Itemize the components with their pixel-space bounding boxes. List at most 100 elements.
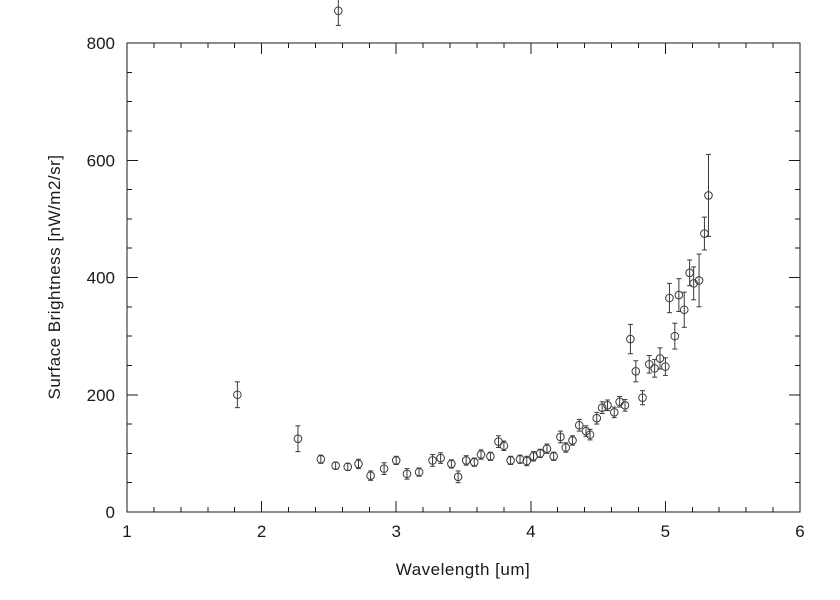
data-point-marker	[469, 457, 479, 467]
error-bar	[368, 470, 374, 481]
data-point-marker	[679, 305, 689, 315]
data-point-marker	[592, 413, 602, 423]
error-bar	[640, 390, 646, 406]
data-point-marker	[233, 390, 242, 400]
error-bar	[530, 451, 536, 462]
data-point-marker	[574, 420, 584, 430]
error-bar	[672, 322, 678, 350]
data-point-marker	[542, 444, 552, 453]
data-point-marker	[549, 452, 558, 461]
data-point-marker	[476, 450, 486, 459]
data-point-marker	[515, 454, 525, 464]
data-point-marker	[414, 467, 424, 477]
data-point-marker	[343, 462, 353, 472]
data-point-marker	[447, 459, 456, 469]
data-point-marker	[494, 437, 503, 446]
error-bar	[681, 291, 687, 328]
x-tick-label: 2	[257, 522, 266, 541]
x-tick-label: 1	[122, 522, 131, 541]
data-point-marker	[366, 471, 375, 480]
data-point-marker	[522, 456, 532, 466]
error-bar	[627, 323, 633, 355]
error-bar	[524, 455, 530, 467]
error-bar	[696, 253, 702, 308]
data-point-marker	[293, 434, 303, 444]
x-tick-label: 4	[526, 522, 535, 541]
data-point-marker	[655, 354, 665, 363]
data-point-marker	[391, 456, 401, 465]
data-point-marker	[428, 456, 437, 465]
data-point-marker	[506, 456, 515, 465]
data-point-marker	[597, 403, 607, 412]
error-bar	[356, 458, 362, 470]
data-point-marker	[620, 401, 630, 410]
data-point-marker	[436, 453, 445, 463]
error-bar	[333, 461, 339, 470]
data-point-marker	[535, 449, 545, 458]
error-bar	[633, 360, 639, 383]
data-point-marker	[603, 401, 612, 410]
data-point-marker	[704, 191, 713, 200]
data-point-marker	[674, 290, 684, 300]
y-tick-label: 0	[106, 503, 115, 522]
axis-ticks	[126, 42, 801, 513]
error-bar	[295, 425, 301, 453]
data-point-marker	[568, 436, 577, 445]
y-axis-label: Surface Brightness [nW/m2/sr]	[45, 154, 64, 400]
error-bar	[687, 259, 693, 287]
data-point-marker	[316, 454, 326, 464]
data-point-marker	[499, 441, 509, 451]
error-bar	[478, 449, 484, 460]
error-bar	[657, 347, 663, 370]
data-series	[233, 0, 713, 484]
data-point-marker	[379, 464, 389, 473]
x-tick-label: 5	[661, 522, 670, 541]
data-point-marker	[661, 362, 670, 371]
x-tick-label: 6	[795, 522, 804, 541]
data-point-marker	[486, 452, 495, 461]
error-bar	[701, 216, 707, 251]
data-point-marker	[665, 293, 674, 303]
data-point-marker	[631, 367, 641, 376]
data-point-marker	[461, 456, 471, 465]
y-tick-label: 200	[87, 386, 115, 405]
data-point-marker	[626, 334, 635, 344]
data-point-marker	[689, 279, 698, 288]
data-point-marker	[638, 393, 647, 402]
tick-labels: 1 2 3 4 5 6 0 200 400 600 800	[87, 34, 805, 541]
data-point-marker	[644, 359, 654, 369]
y-tick-label: 600	[87, 151, 115, 170]
data-point-marker	[694, 276, 704, 285]
data-point-marker	[561, 443, 571, 452]
error-bar	[234, 381, 240, 409]
data-point-marker	[585, 430, 595, 439]
data-point-marker	[609, 408, 619, 417]
error-bar	[570, 435, 576, 446]
x-axis-label: Wavelength [um]	[395, 560, 531, 579]
error-bar	[563, 442, 569, 453]
y-tick-label: 400	[87, 269, 115, 288]
data-point-marker	[402, 469, 412, 479]
error-bar	[501, 440, 507, 451]
data-point-marker	[670, 331, 680, 341]
data-point-marker	[334, 6, 343, 16]
error-bar	[691, 266, 697, 301]
error-bar	[662, 357, 668, 376]
data-point-marker	[331, 461, 340, 470]
x-tick-label: 3	[391, 522, 400, 541]
y-tick-label: 800	[87, 34, 115, 53]
error-bar	[705, 153, 711, 237]
error-bar	[676, 278, 682, 313]
data-point-marker	[650, 364, 659, 373]
error-bar	[335, 0, 341, 26]
error-bar	[666, 282, 672, 314]
error-bar	[463, 455, 469, 466]
data-point-marker	[556, 432, 565, 442]
data-point-marker	[354, 459, 363, 469]
error-bar	[345, 462, 351, 471]
error-bar	[646, 354, 652, 374]
error-bar	[544, 443, 550, 454]
data-point-marker	[453, 472, 463, 482]
